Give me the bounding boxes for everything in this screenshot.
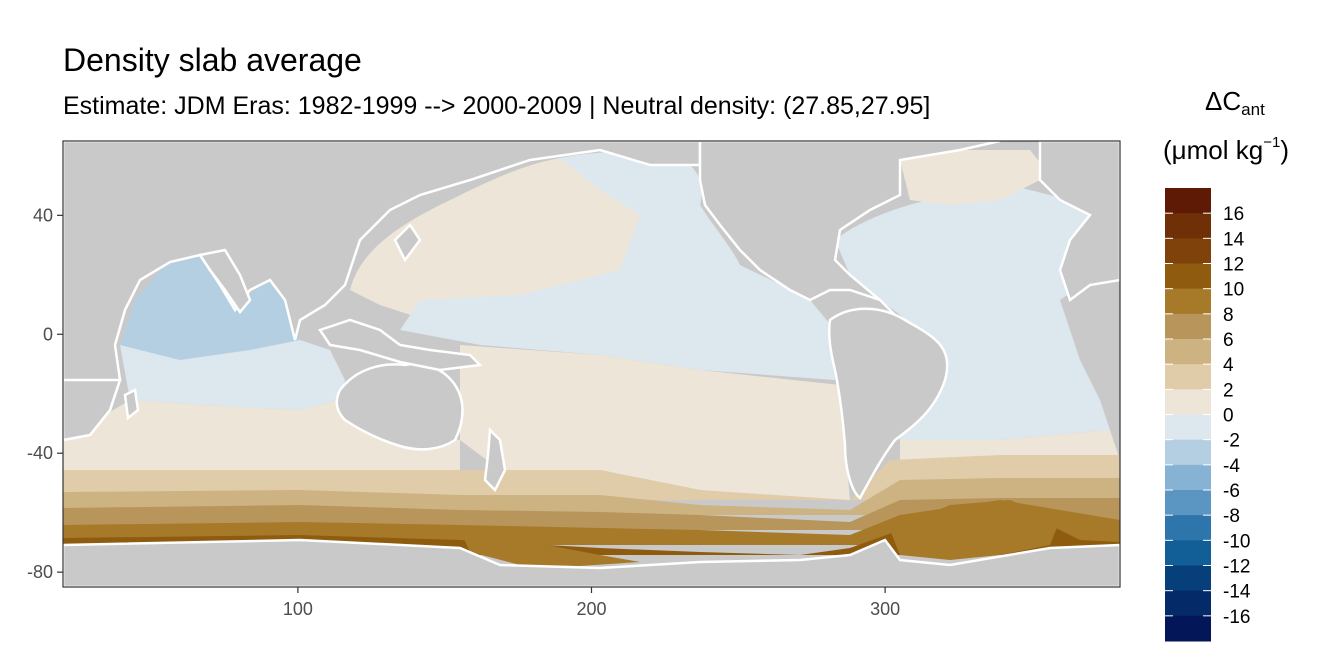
legend-label: 14 (1223, 229, 1245, 250)
legend-swatch (1165, 615, 1211, 642)
legend-swatch (1165, 213, 1211, 239)
plot-subtitle: Estimate: JDM Eras: 1982-1999 --> 2000-2… (63, 92, 931, 120)
legend-label: 2 (1223, 380, 1234, 401)
legend-swatch (1165, 188, 1211, 214)
x-tick-label: 200 (576, 599, 606, 619)
legend-label: -16 (1223, 607, 1250, 628)
plot-title: Density slab average (63, 42, 362, 78)
legend-swatch (1165, 389, 1211, 415)
legend-title-symbol: ΔCant (1205, 86, 1265, 119)
subarctic-atlantic (900, 150, 1050, 205)
new-zealand-land (483, 427, 507, 493)
legend-swatch (1165, 490, 1211, 516)
legend-label: 0 (1223, 406, 1234, 427)
legend-swatch (1165, 288, 1211, 315)
weddell-ross-core (460, 530, 640, 566)
legend-swatch (1165, 313, 1211, 340)
legend-title-unit: (μmol kg−1) (1163, 134, 1289, 165)
australia-land (335, 362, 464, 451)
arabia-india-land (197, 248, 252, 315)
x-axis: 100 200 300 (283, 587, 900, 619)
indian-ocean-subtropical (63, 400, 460, 470)
indian-ocean-south (120, 340, 345, 410)
legend-swatch (1165, 364, 1211, 390)
south-pacific (460, 345, 850, 500)
greenland-europe-land (1038, 141, 1120, 303)
legend-label: 4 (1223, 355, 1234, 376)
legend-label: 10 (1223, 280, 1244, 301)
southern-band-2 (63, 478, 1120, 515)
legend-label: 8 (1223, 305, 1234, 326)
x-tick-label: 100 (283, 599, 313, 619)
legend-labels: 16 14 12 10 8 6 4 2 0 -2 -4 -6 -8 -10 -12 -14 -16 (1165, 204, 1251, 628)
africa-south-land (63, 378, 122, 442)
central-pacific (400, 152, 835, 380)
maritime-continent-land (318, 318, 483, 372)
legend-swatch (1165, 515, 1211, 541)
y-tick-label: -40 (27, 443, 53, 463)
land-masses (63, 141, 1120, 587)
legend-swatch (1165, 590, 1211, 617)
japan-land (393, 223, 422, 263)
legend-label: -6 (1223, 481, 1240, 502)
antarctica-land (63, 538, 1120, 587)
y-axis: 40 0 -40 -80 (27, 205, 63, 582)
legend-label: 12 (1223, 255, 1244, 276)
legend-swatch (1165, 565, 1211, 592)
legend-label: 16 (1223, 204, 1244, 225)
madagascar-land (123, 388, 140, 421)
southern-band-4 (63, 500, 1120, 545)
legend-color-bar (1165, 188, 1211, 642)
legend-label: -12 (1223, 557, 1250, 578)
legend-swatch (1165, 339, 1211, 365)
legend-label: -4 (1223, 456, 1240, 477)
legend-swatch (1165, 464, 1211, 491)
legend-swatch (1165, 238, 1211, 264)
y-tick-label: 0 (43, 324, 53, 344)
legend-label: -14 (1223, 582, 1251, 603)
legend-swatch (1165, 263, 1211, 290)
legend-swatch (1165, 540, 1211, 566)
southern-band-3 (63, 498, 1120, 530)
legend-swatch (1165, 414, 1211, 441)
y-tick-label: -80 (27, 562, 53, 582)
x-tick-label: 300 (870, 599, 900, 619)
legend-label: -8 (1223, 506, 1240, 527)
weddell-core (890, 500, 1060, 560)
south-america-land (827, 307, 949, 500)
legend-label: -2 (1223, 431, 1240, 452)
ocean-field (63, 150, 1120, 566)
legend-swatch (1165, 439, 1211, 466)
eurasia-africa-land (63, 141, 702, 442)
y-tick-label: 40 (33, 205, 53, 225)
north-america-land (698, 141, 1001, 321)
southern-band-1 (63, 455, 1120, 500)
legend-label: -10 (1223, 531, 1250, 552)
legend-label: 6 (1223, 330, 1234, 351)
indian-ocean-north (120, 255, 300, 360)
